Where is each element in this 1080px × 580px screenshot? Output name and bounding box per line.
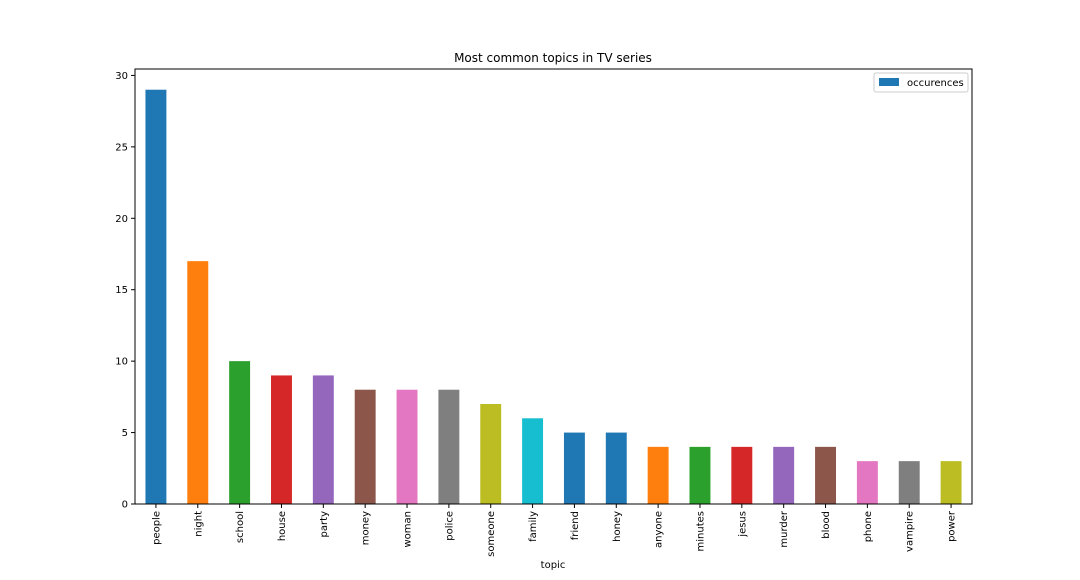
x-tick-label: people [151, 511, 162, 545]
bar-power [940, 461, 962, 504]
x-tick-label: blood [821, 511, 832, 539]
bar-people [145, 89, 167, 505]
bar-night [187, 261, 209, 504]
bar-vampire [898, 461, 920, 504]
x-tick-label: school [235, 511, 246, 543]
plot-frame [134, 68, 973, 505]
x-tick-label: murder [779, 510, 790, 548]
y-axis: 0 5 10 15 20 25 30 [115, 71, 135, 511]
x-tick-label: friend [570, 511, 581, 540]
chart-title: Most common topics in TV series [454, 51, 652, 65]
x-tick-label: honey [612, 511, 623, 542]
y-tick-label: 15 [115, 285, 128, 296]
bar-friend [563, 432, 585, 504]
x-tick-label: woman [403, 511, 414, 548]
legend: occurences [873, 72, 969, 93]
x-tick-label: power [947, 510, 958, 542]
x-tick-label: night [193, 511, 204, 537]
plot-area [145, 89, 962, 505]
x-tick-label: vampire [905, 511, 916, 552]
legend-label: occurences [907, 78, 964, 89]
bar-police [438, 389, 460, 504]
x-tick-label: someone [486, 511, 497, 557]
bar-jesus [731, 446, 753, 504]
bar-school [229, 361, 251, 504]
bar-family [522, 418, 544, 504]
y-tick-label: 5 [122, 428, 128, 439]
x-tick-label: police [444, 511, 455, 541]
bar-phone [856, 461, 878, 504]
y-tick-label: 30 [115, 71, 128, 82]
x-tick-label: minutes [695, 511, 706, 551]
x-tick-label: family [528, 511, 539, 542]
x-tick-label: anyone [654, 511, 665, 548]
bar-woman [396, 389, 418, 504]
bar-party [312, 375, 334, 504]
legend-box [873, 72, 969, 93]
x-axis: people night school house party money woman pol… [151, 504, 958, 557]
bar-someone [480, 404, 502, 504]
bar-minutes [689, 446, 711, 504]
bar-honey [605, 432, 627, 504]
bar-anyone [647, 446, 669, 504]
x-axis-title: topic [541, 560, 566, 571]
x-tick-label: money [361, 511, 372, 545]
x-tick-label: party [319, 511, 330, 538]
bar-blood [815, 446, 836, 504]
y-tick-label: 10 [115, 357, 128, 368]
bar-money [354, 389, 376, 504]
bar-murder [773, 446, 795, 504]
x-tick-label: house [277, 511, 288, 541]
y-tick-label: 20 [115, 214, 128, 225]
legend-swatch [879, 78, 899, 86]
x-tick-label: jesus [737, 511, 748, 538]
x-tick-label: phone [863, 511, 874, 542]
bar-house [271, 375, 292, 504]
y-tick-label: 25 [115, 142, 128, 153]
y-tick-label: 0 [122, 500, 128, 511]
